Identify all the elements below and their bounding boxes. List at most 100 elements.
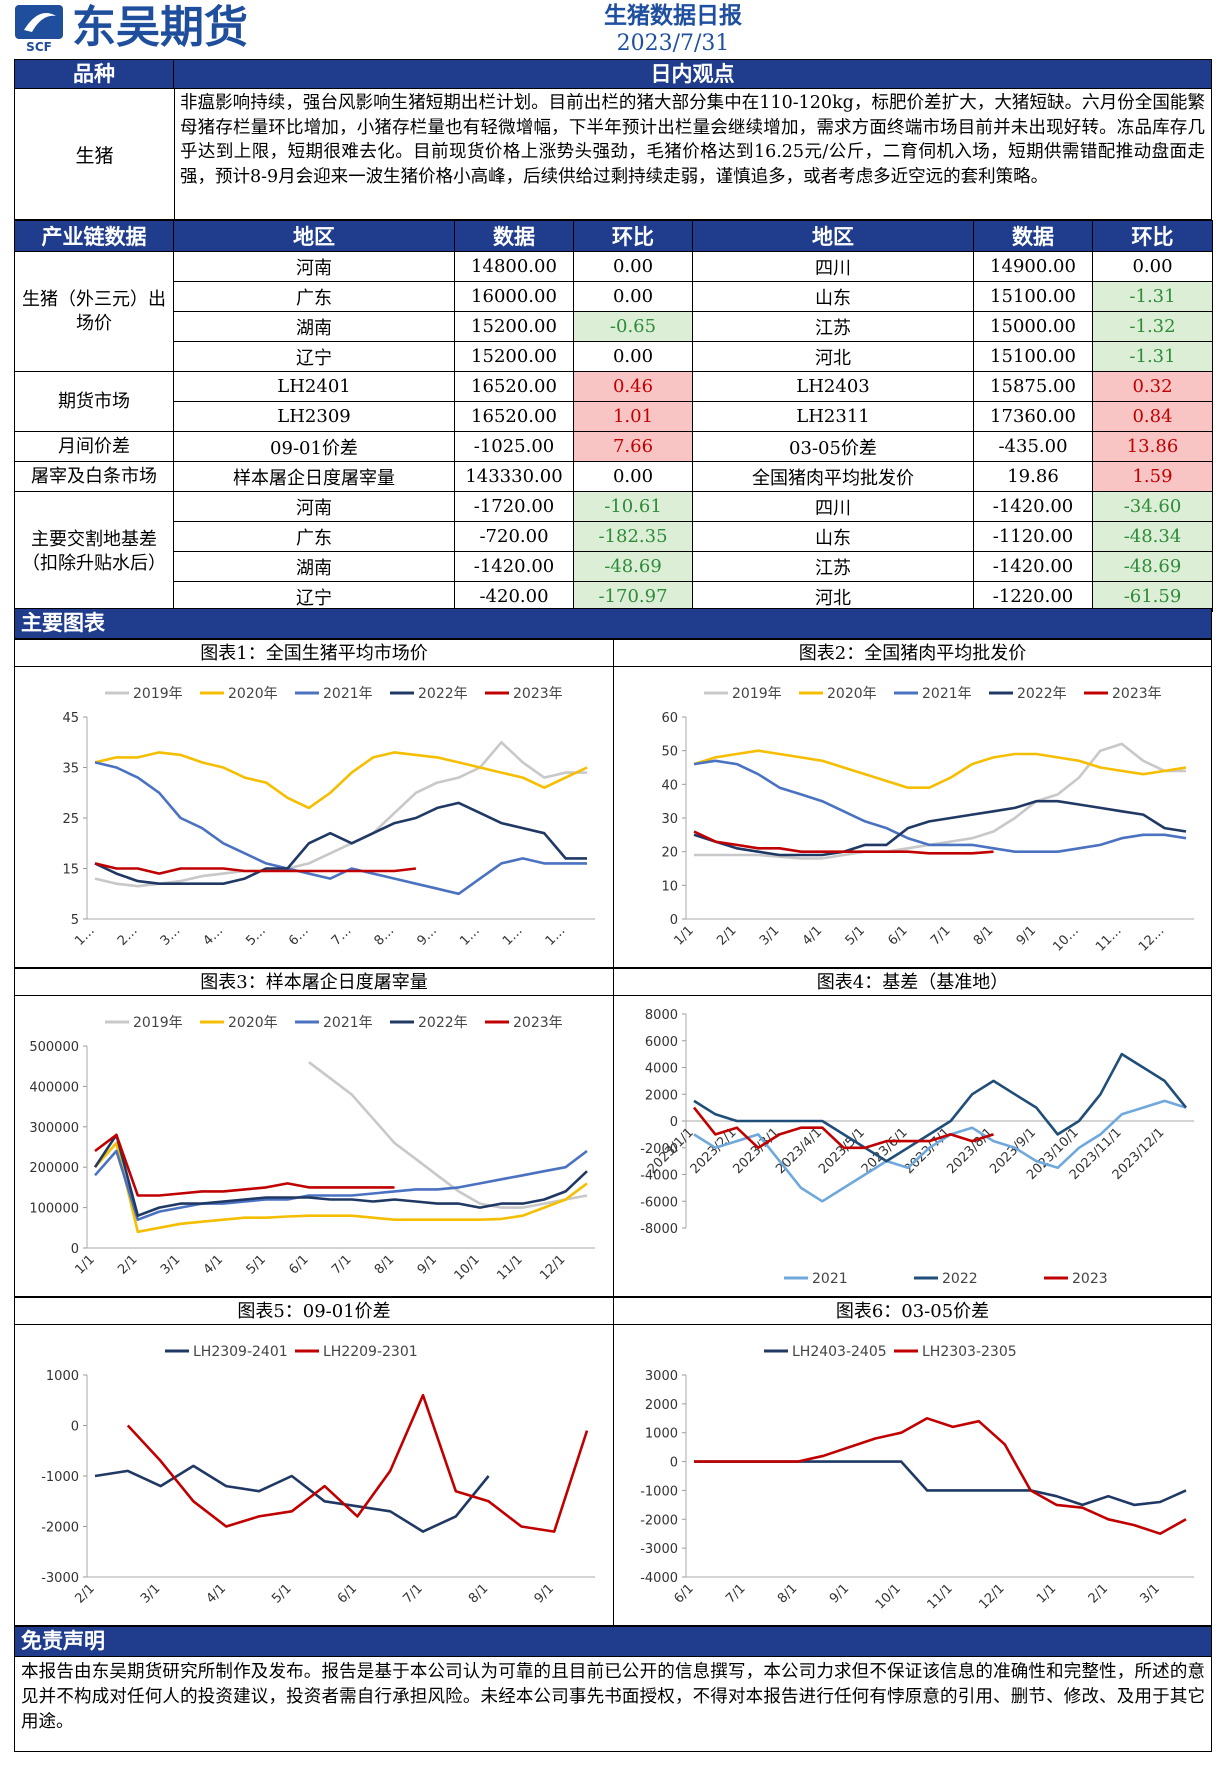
table-row: 辽宁 -420.00 -170.97 河北 -1220.00 -61.59 xyxy=(15,581,1213,612)
region-cell: LH2311 xyxy=(692,401,974,432)
y-tick-label: -2000 xyxy=(640,1142,678,1157)
chart-box: 0 10 20 30 40 50 60 1/1 2/1 3/1 4/1 5/1 6/1 7/1 8/1 9/1… xyxy=(613,666,1212,968)
chart-box: -3000 -2000 -1000 0 1000 2/1 3/1 4/1 5/1 6/1 7/1 8/… xyxy=(14,1324,614,1626)
chart-box: 5 15 25 35 45 1… 2… 3… 4… 5… 6… 7… 8… 9… 1… 1… 1… 2019年 20… xyxy=(14,666,614,968)
chart-box: 0 100000 200000 300000 400000 500000 1/1 2/1 3/1… xyxy=(14,995,614,1297)
series-line xyxy=(693,1099,1187,1203)
change-cell: 13.86 xyxy=(1092,431,1213,462)
value-cell: 16520.00 xyxy=(454,371,574,402)
region-cell: 湖南 xyxy=(173,551,455,582)
table-row: 主要交割地基差（扣除升贴水后） 河南 -1720.00 -10.61 四川 -1420.0… xyxy=(14,491,1213,612)
value-cell: 16000.00 xyxy=(454,281,574,312)
series-line xyxy=(94,1464,490,1533)
header-cell: 地区 xyxy=(173,220,455,252)
legend-label: 2023年 xyxy=(513,1015,563,1031)
x-tick-label: 10… xyxy=(1050,923,1081,954)
x-tick-label: 3/1 xyxy=(757,923,782,948)
series-line xyxy=(693,830,994,855)
value-cell: 143330.00 xyxy=(454,461,574,492)
change-cell: -1.31 xyxy=(1092,281,1213,312)
change-cell: -182.35 xyxy=(573,521,693,552)
header-cell: 数据 xyxy=(454,220,574,252)
change-cell: -48.69 xyxy=(1092,551,1213,582)
region-cell: 江苏 xyxy=(692,311,974,342)
table-row: 期货市场 LH2401 16520.00 0.46 LH2403 15875.00 0.32 xyxy=(14,371,1213,432)
legend-label: 2019年 xyxy=(133,686,183,702)
header-cell: 环比 xyxy=(1092,220,1213,252)
series-line xyxy=(94,1133,395,1197)
y-tick-label: -6000 xyxy=(640,1195,678,1210)
y-tick-label: 0 xyxy=(670,1456,678,1471)
header-cell: 产业链数据 xyxy=(14,220,174,252)
value-cell: 14900.00 xyxy=(973,251,1093,282)
x-tick-label: 9… xyxy=(414,923,440,949)
x-tick-label: 8/1 xyxy=(971,923,996,948)
change-cell: 1.01 xyxy=(573,401,693,432)
y-tick-label: 25 xyxy=(62,812,79,827)
legend-label: LH2309-2401 xyxy=(193,1344,288,1360)
region-cell: 湖南 xyxy=(173,311,455,342)
region-cell: 辽宁 xyxy=(173,341,455,372)
table-row: 生猪（外三元）出场价 河南 14800.00 0.00 四川 14900.00 0.00 xyxy=(14,251,1213,372)
x-tick-label: 7/1 xyxy=(400,1581,425,1606)
change-cell: -170.97 xyxy=(573,581,693,612)
change-cell: 0.84 xyxy=(1092,401,1213,432)
col-header: 日内观点 xyxy=(173,59,1212,89)
x-tick-label: 9/1 xyxy=(415,1252,440,1277)
header-cell: 环比 xyxy=(573,220,693,252)
change-cell: 0.46 xyxy=(573,371,693,402)
change-cell: 7.66 xyxy=(573,431,693,462)
y-tick-label: 35 xyxy=(62,762,79,777)
x-tick-label: 2/1 xyxy=(1086,1581,1111,1606)
x-tick-label: 8… xyxy=(372,923,398,949)
y-tick-label: 45 xyxy=(62,711,79,726)
series-line xyxy=(94,862,417,875)
x-tick-label: 5/1 xyxy=(269,1581,294,1606)
x-tick-label: 3/1 xyxy=(158,1252,183,1277)
x-tick-label: 11/1 xyxy=(494,1252,525,1283)
series-line xyxy=(692,1106,994,1150)
table-row: 广东 -720.00 -182.35 山东 -1120.00 -48.34 xyxy=(15,521,1213,552)
value-cell: 19.86 xyxy=(973,461,1093,492)
table-row: 屠宰及白条市场 样本屠企日度屠宰量 143330.00 0.00 全国猪肉平均批发价 19… xyxy=(14,461,1213,492)
change-cell: -48.34 xyxy=(1092,521,1213,552)
x-tick-label: 11… xyxy=(1093,923,1124,954)
x-tick-label: 2… xyxy=(115,923,141,949)
value-cell: -1220.00 xyxy=(973,581,1093,612)
value-cell: 16520.00 xyxy=(454,401,574,432)
product-name: 生猪 xyxy=(15,89,175,219)
legend-label: 2021年 xyxy=(922,686,972,702)
region-cell: LH2309 xyxy=(173,401,455,432)
chart-box: -4000 -3000 -2000 -1000 0 1000 2000 3000 6/1 7/1 8… xyxy=(613,1324,1212,1626)
region-cell: 全国猪肉平均批发价 xyxy=(692,461,974,492)
x-tick-label: 1… xyxy=(543,923,569,949)
legend-label: 2022年 xyxy=(1017,686,1067,702)
header-cell: 数据 xyxy=(973,220,1093,252)
x-tick-label: 10/1 xyxy=(873,1581,904,1612)
table-row: 广东 16000.00 0.00 山东 15100.00 -1.31 xyxy=(15,281,1213,312)
y-tick-label: 2000 xyxy=(645,1398,678,1413)
x-tick-label: 1… xyxy=(457,923,483,949)
x-tick-label: 12/1 xyxy=(976,1581,1007,1612)
region-cell: 河北 xyxy=(692,341,974,372)
y-tick-label: 0 xyxy=(670,1115,678,1130)
region-cell: LH2403 xyxy=(692,371,974,402)
x-tick-label: 9/1 xyxy=(532,1581,557,1606)
x-tick-label: 6/1 xyxy=(286,1252,311,1277)
x-tick-label: 10/1 xyxy=(452,1252,483,1283)
series-line xyxy=(694,1417,1187,1535)
table-row: 辽宁 15200.00 0.00 河北 15100.00 -1.31 xyxy=(15,341,1213,372)
x-tick-label: 12/1 xyxy=(537,1252,568,1283)
x-tick-label: 4… xyxy=(201,923,227,949)
legend-label: LH2209-2301 xyxy=(323,1344,418,1360)
disclaimer-text: 本报告由东吴期货研究所制作及发布。报告是基于本公司认为可靠的且目前已公开的信息撰… xyxy=(14,1656,1212,1752)
x-tick-label: 3/1 xyxy=(138,1581,163,1606)
change-cell: -10.61 xyxy=(573,491,693,522)
chart-title: 图表4：基差（基准地） xyxy=(613,968,1212,996)
series-line xyxy=(94,741,587,888)
change-cell: -48.69 xyxy=(573,551,693,582)
change-cell: 1.59 xyxy=(1092,461,1213,492)
value-cell: 15000.00 xyxy=(973,311,1093,342)
region-cell: LH2401 xyxy=(173,371,455,402)
